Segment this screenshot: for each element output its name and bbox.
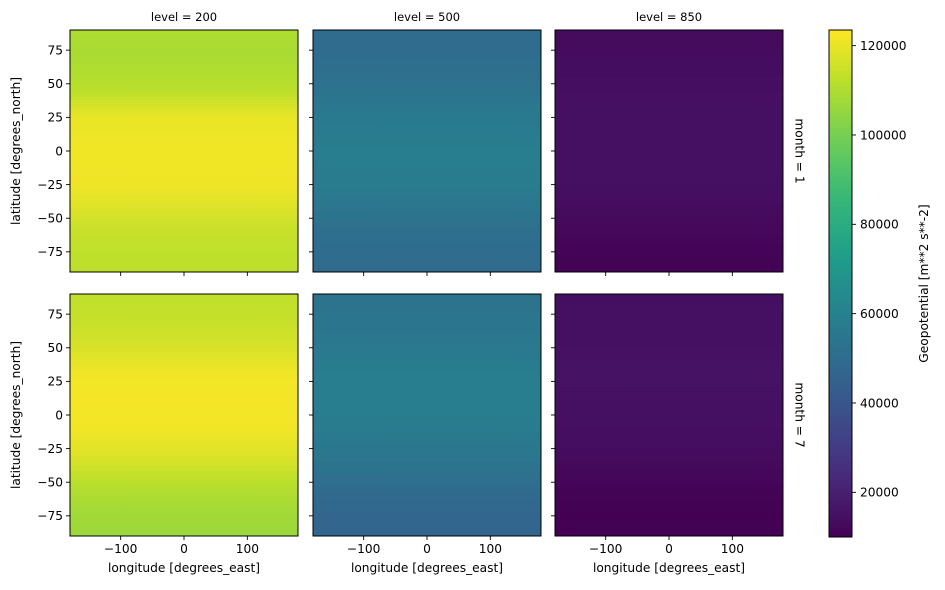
row-title: month = 7 [793, 382, 807, 447]
column-title: level = 200 [151, 10, 217, 24]
column-title: level = 500 [394, 10, 460, 24]
y-tick-label: −75 [37, 509, 63, 523]
y-tick-label: −75 [37, 245, 63, 259]
colorbar-label: Geopotential [m**2 s**-2] [917, 204, 931, 362]
y-tick-label: −25 [37, 442, 63, 456]
x-tick-label: 100 [479, 542, 502, 556]
facet-panel-200-month-1: level = 200 75 50 25 0 −25 −50 −75 latitude [deg… [9, 10, 299, 276]
y-tick-label: 75 [47, 307, 63, 321]
facet-panel-500-month-7: −100 0 100 longitude [degrees_east] [309, 293, 542, 575]
heatmap-field [70, 294, 298, 536]
colorbar-tick-label: 60000 [860, 307, 899, 321]
x-tick-label: 100 [721, 542, 744, 556]
facet-panel-850-month-1: level = 850 month = 1 [551, 10, 807, 276]
heatmap-field [70, 30, 298, 272]
colorbar-fill [829, 30, 852, 537]
x-tick-label: 0 [665, 542, 673, 556]
x-tick-label: 100 [236, 542, 259, 556]
y-tick-label: 50 [47, 341, 63, 355]
y-tick-label: 0 [55, 144, 63, 158]
x-axis-label: longitude [degrees_east] [108, 561, 260, 575]
facet-panel-200-month-7: 75 50 25 0 −25 −50 −75 −100 0 100 longitude [degre… [9, 293, 299, 575]
x-axis-label: longitude [degrees_east] [593, 561, 745, 575]
y-tick-label: 75 [47, 43, 63, 57]
colorbar-tick-label: 80000 [860, 218, 899, 232]
facet-panel-500-month-1: level = 500 [309, 10, 542, 276]
y-tick-label: 25 [47, 111, 63, 125]
column-title: level = 850 [636, 10, 702, 24]
heatmap-field [555, 294, 783, 536]
x-axis-label: longitude [degrees_east] [351, 561, 503, 575]
y-axis-label: latitude [degrees_north] [9, 77, 23, 225]
x-tick-label: −100 [347, 542, 380, 556]
colorbar-tick-label: 40000 [860, 396, 899, 410]
x-tick-label: 0 [180, 542, 188, 556]
heatmap-field [555, 30, 783, 272]
y-tick-label: −50 [37, 476, 63, 490]
colorbar-frame [828, 29, 853, 538]
colorbar-tick-label: 100000 [860, 128, 907, 142]
row-title: month = 1 [793, 118, 807, 183]
y-tick-label: −25 [37, 178, 63, 192]
y-tick-label: 0 [55, 408, 63, 422]
y-tick-label: 50 [47, 77, 63, 91]
y-axis-label: latitude [degrees_north] [9, 341, 23, 489]
x-tick-label: 0 [423, 542, 431, 556]
heatmap-field [313, 30, 541, 272]
colorbar: 20000 40000 60000 80000 100000 120000 Geopoten… [828, 29, 931, 538]
heatmap-field [313, 294, 541, 536]
colorbar-tick-label: 20000 [860, 486, 899, 500]
panels: level = 200 75 50 25 0 −25 −50 −75 latitude [deg… [9, 10, 807, 575]
facet-panel-850-month-7: month = 7 −100 0 100 longitude [degrees_east… [551, 293, 807, 575]
x-tick-label: −100 [104, 542, 137, 556]
colorbar-tick-label: 120000 [860, 39, 907, 53]
y-tick-label: 25 [47, 375, 63, 389]
x-tick-label: −100 [589, 542, 622, 556]
y-tick-label: −50 [37, 212, 63, 226]
